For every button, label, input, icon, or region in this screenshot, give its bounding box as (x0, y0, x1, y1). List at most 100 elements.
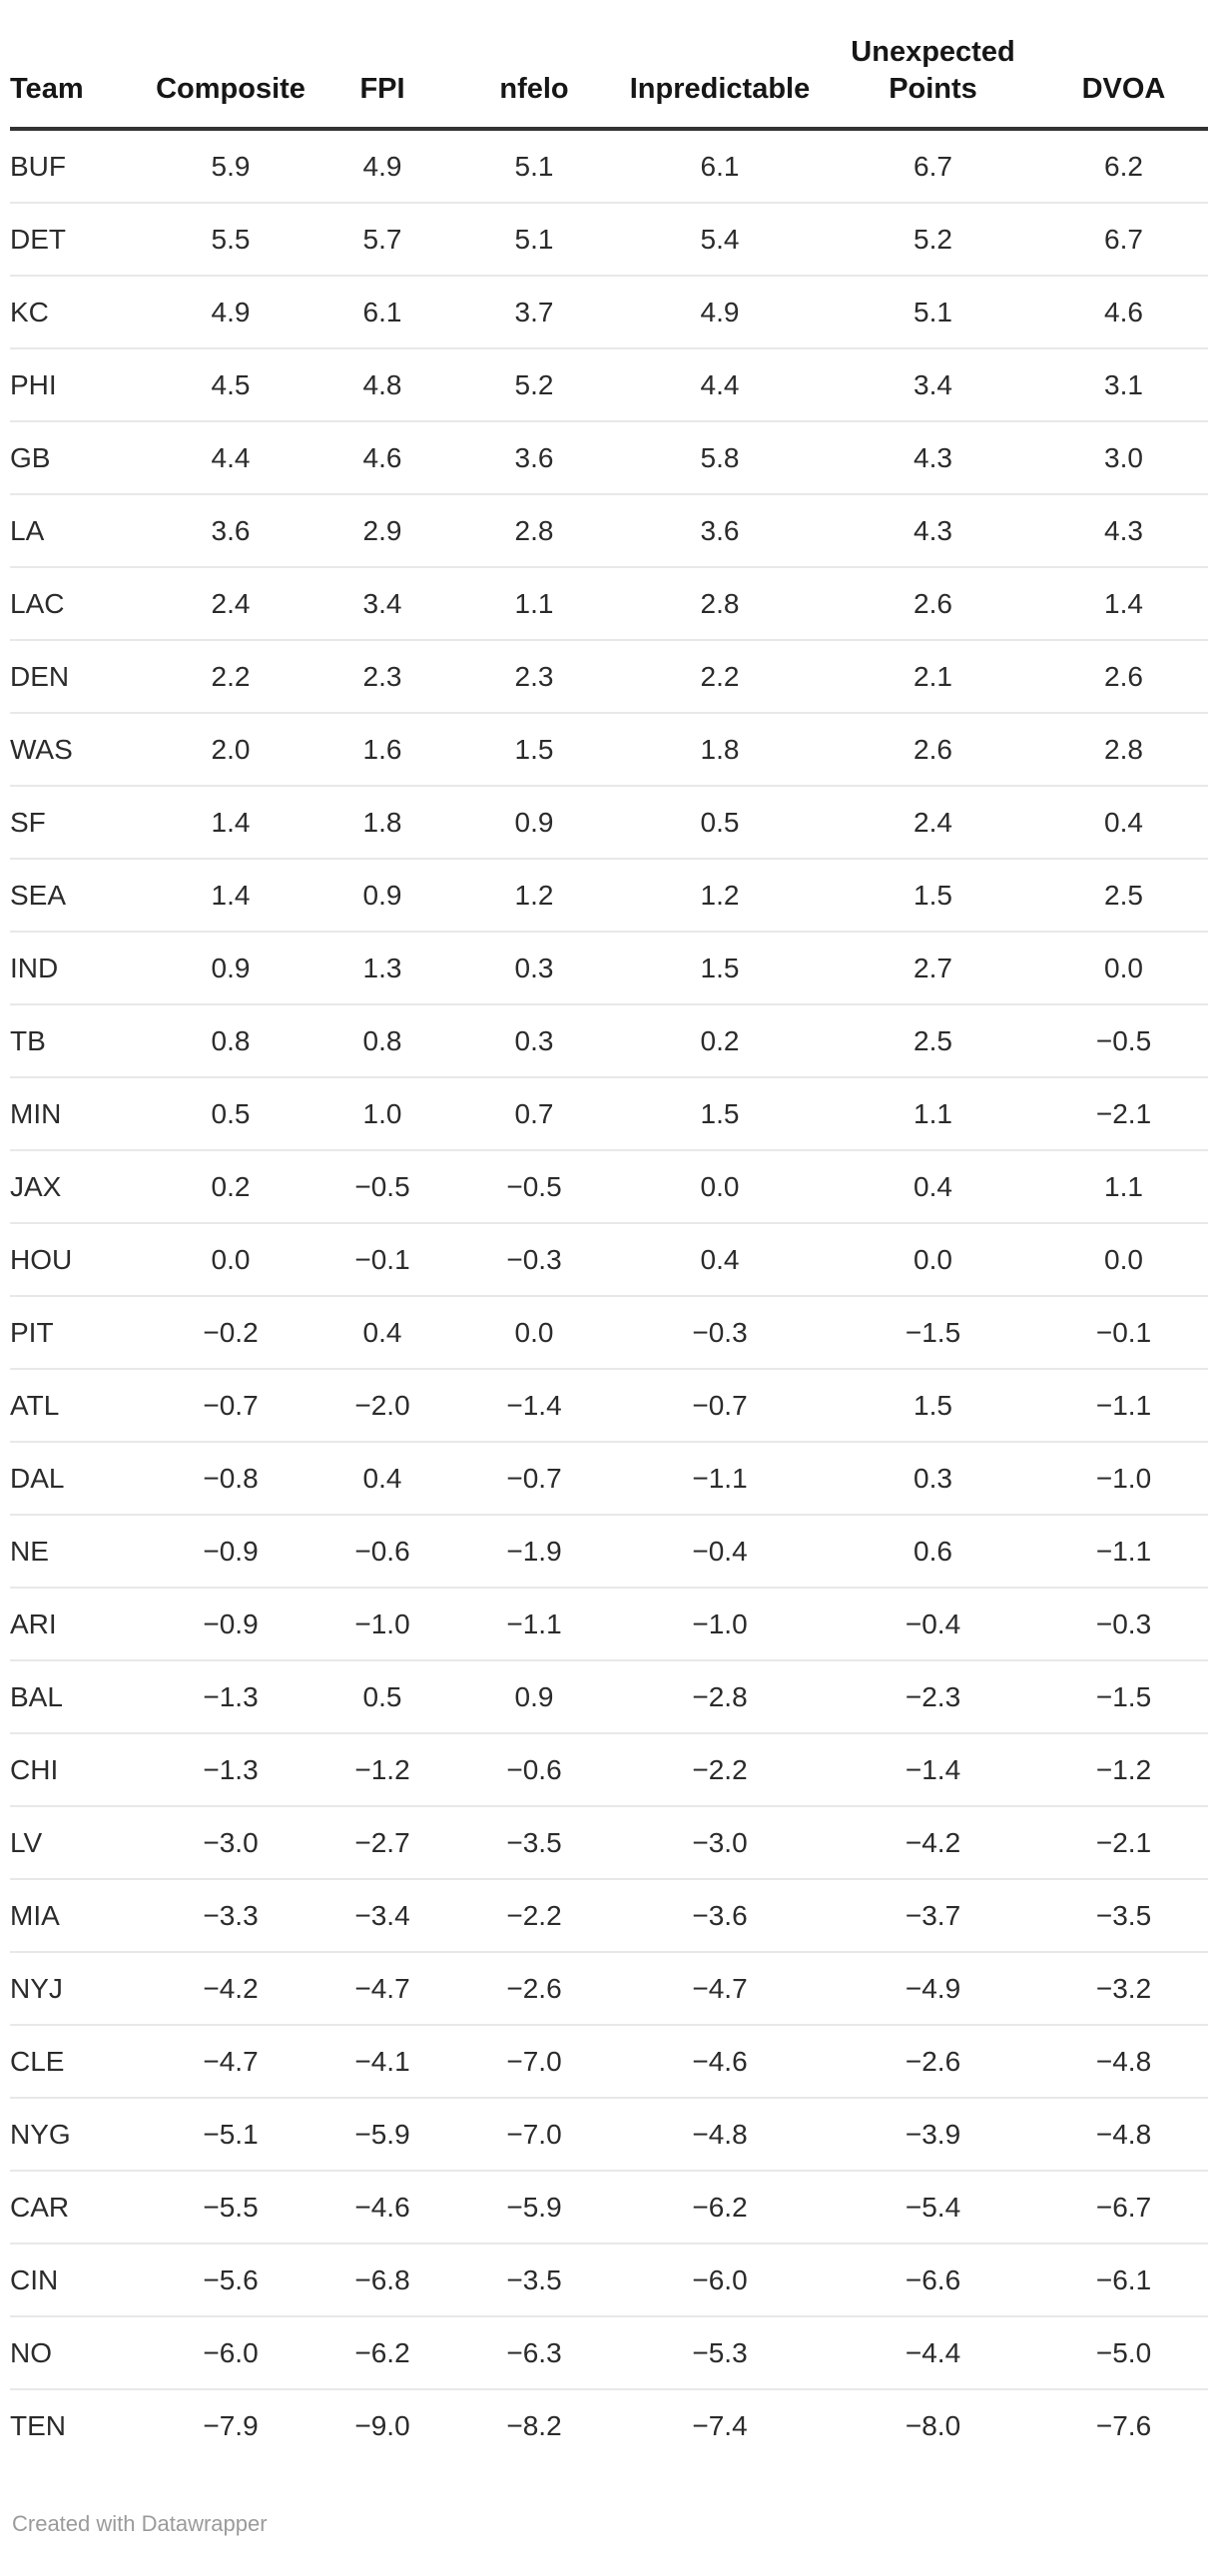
table-row: PIT −0.2 0.4 0.0 −0.3 −1.5 −0.1 (10, 1296, 1208, 1370)
cell-fpi: 4.6 (309, 421, 455, 495)
table-row: IND 0.9 1.3 0.3 1.5 2.7 0.0 (10, 932, 1208, 1005)
cell-fpi: −4.7 (309, 1952, 455, 2026)
cell-nfelo: 1.1 (455, 567, 613, 641)
cell-fpi: 1.8 (309, 786, 455, 860)
cell-dvoa: 2.8 (1039, 713, 1208, 787)
cell-composite: 0.8 (152, 1004, 309, 1078)
table-row: BAL −1.3 0.5 0.9 −2.8 −2.3 −1.5 (10, 1660, 1208, 1734)
cell-inpredictable: −0.4 (613, 1515, 827, 1589)
cell-composite: −6.0 (152, 2316, 309, 2390)
cell-dvoa: 4.6 (1039, 276, 1208, 349)
team-cell: SEA (10, 859, 152, 933)
cell-inpredictable: −7.4 (692, 2409, 748, 2441)
cell-fpi: −4.6 (309, 2171, 455, 2245)
cell-nfelo: −5.9 (455, 2171, 613, 2245)
table-row: KC 4.9 6.1 3.7 4.9 5.1 4.6 (10, 276, 1208, 349)
cell-inpredictable: −3.6 (613, 1879, 827, 1953)
cell-unexpected-points: −3.9 (827, 2098, 1039, 2172)
cell-composite: −0.2 (152, 1296, 309, 1370)
cell-composite: −7.9 (203, 2409, 259, 2441)
cell-composite: 3.6 (152, 494, 309, 568)
cell-unexpected-points: 2.7 (827, 932, 1039, 1005)
cell-composite: 4.9 (152, 276, 309, 349)
cell-composite: −0.8 (152, 1442, 309, 1516)
datawrapper-credit-link[interactable]: Created with Datawrapper (12, 2511, 268, 2536)
team-cell: DAL (10, 1442, 152, 1516)
cell-fpi: −2.0 (309, 1369, 455, 1443)
table-row: GB 4.4 4.6 3.6 5.8 4.3 3.0 (10, 421, 1208, 495)
cell-nfelo: 0.9 (455, 786, 613, 860)
team-cell: NYG (10, 2098, 152, 2172)
table-row: CLE −4.7 −4.1 −7.0 −4.6 −2.6 −4.8 (10, 2025, 1208, 2099)
cell-unexpected-points: −2.3 (827, 1660, 1039, 1734)
team-cell: DET (10, 203, 152, 277)
cell-fpi: −1.0 (309, 1588, 455, 1661)
cell-fpi: −6.8 (309, 2244, 455, 2317)
table-row: SF 1.4 1.8 0.9 0.5 2.4 0.4 (10, 786, 1208, 860)
cell-nfelo: −0.7 (455, 1442, 613, 1516)
cell-inpredictable: 1.5 (613, 932, 827, 1005)
cell-dvoa: −1.0 (1039, 1442, 1208, 1516)
cell-nfelo: 5.2 (455, 348, 613, 422)
table-row: DET 5.5 5.7 5.1 5.4 5.2 6.7 (10, 203, 1208, 277)
cell-composite: −5.5 (152, 2171, 309, 2245)
cell-nfelo: 5.1 (455, 203, 613, 277)
table-row: HOU 0.0 −0.1 −0.3 0.4 0.0 0.0 (10, 1223, 1208, 1297)
cell-unexpected-points: 2.1 (827, 640, 1039, 714)
team-cell: CIN (10, 2244, 152, 2317)
column-header-inpredictable: Inpredictable (613, 0, 827, 131)
cell-inpredictable: 1.5 (613, 1077, 827, 1151)
cell-dvoa: −2.1 (1039, 1806, 1208, 1880)
cell-fpi: −0.5 (309, 1150, 455, 1224)
cell-fpi: 0.9 (309, 859, 455, 933)
cell-composite: 2.0 (152, 713, 309, 787)
team-cell: NO (10, 2316, 152, 2390)
table-row: NE −0.9 −0.6 −1.9 −0.4 0.6 −1.1 (10, 1515, 1208, 1589)
cell-fpi: −3.4 (309, 1879, 455, 1953)
cell-composite: −5.1 (152, 2098, 309, 2172)
team-cell: LA (10, 494, 152, 568)
cell-fpi: 2.3 (309, 640, 455, 714)
cell-composite: −3.0 (152, 1806, 309, 1880)
column-header-unexpected-points: Unexpected Points (827, 0, 1039, 131)
cell-inpredictable: 4.4 (613, 348, 827, 422)
table-row: DAL −0.8 0.4 −0.7 −1.1 0.3 −1.0 (10, 1442, 1208, 1516)
cell-composite: −5.6 (152, 2244, 309, 2317)
cell-composite: −1.3 (152, 1733, 309, 1807)
team-cell: MIA (10, 1879, 152, 1953)
cell-inpredictable: −6.2 (613, 2171, 827, 2245)
cell-dvoa: −1.2 (1039, 1733, 1208, 1807)
team-cell: CLE (10, 2025, 152, 2099)
cell-dvoa: −4.8 (1039, 2025, 1208, 2099)
team-cell: LAC (10, 567, 152, 641)
table-body: BUF 5.9 4.9 5.1 6.1 6.7 6.2 DET 5.5 5.7 5.1 5.4 5.2 6… (10, 129, 1208, 2461)
cell-dvoa: −1.1 (1039, 1369, 1208, 1443)
cell-fpi: 1.0 (309, 1077, 455, 1151)
team-cell: HOU (10, 1223, 152, 1297)
table-row: LAC 2.4 3.4 1.1 2.8 2.6 1.4 (10, 567, 1208, 641)
cell-inpredictable: −1.0 (613, 1588, 827, 1661)
cell-inpredictable: 0.4 (613, 1223, 827, 1297)
team-cell: WAS (10, 713, 152, 787)
cell-inpredictable: −1.1 (613, 1442, 827, 1516)
cell-inpredictable: −0.3 (613, 1296, 827, 1370)
team-cell: TB (10, 1004, 152, 1078)
table-row: PHI 4.5 4.8 5.2 4.4 3.4 3.1 (10, 348, 1208, 422)
cell-inpredictable: 0.5 (613, 786, 827, 860)
cell-nfelo: 3.7 (455, 276, 613, 349)
cell-dvoa: 4.3 (1039, 494, 1208, 568)
cell-composite: 5.9 (152, 129, 309, 204)
cell-nfelo: −3.5 (455, 1806, 613, 1880)
table-header: Team Composite FPI nfelo Inpredictable Unexpe… (10, 0, 1208, 131)
cell-composite: 1.4 (152, 786, 309, 860)
cell-fpi: −9.0 (354, 2409, 410, 2441)
cell-inpredictable: −4.8 (613, 2098, 827, 2172)
cell-composite: −3.3 (152, 1879, 309, 1953)
cell-dvoa: 6.2 (1039, 129, 1208, 204)
cell-fpi: 2.9 (309, 494, 455, 568)
cell-fpi: 1.6 (309, 713, 455, 787)
team-cell: GB (10, 421, 152, 495)
cell-inpredictable: 0.2 (613, 1004, 827, 1078)
cell-dvoa: −5.0 (1039, 2316, 1208, 2390)
cell-unexpected-points: 5.1 (827, 276, 1039, 349)
